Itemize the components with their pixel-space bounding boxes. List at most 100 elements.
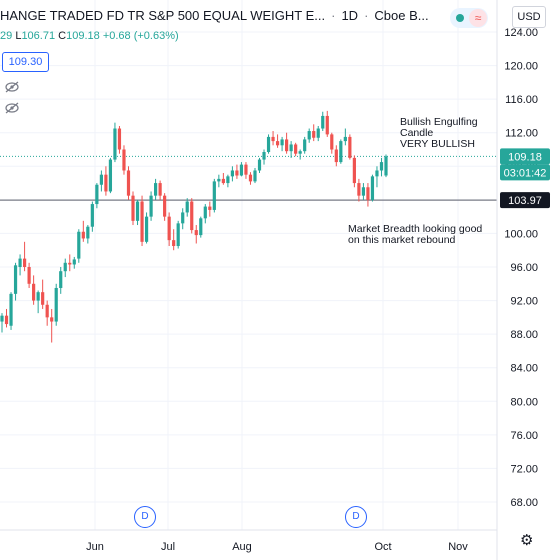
candle-body: [379, 162, 384, 171]
candle: [63, 258, 67, 278]
candle-body: [285, 139, 289, 152]
hline-label: 103.97: [508, 195, 542, 207]
candle-body: [113, 128, 117, 160]
currency-button[interactable]: USD: [512, 6, 546, 28]
candle-body: [122, 149, 126, 171]
candle-body: [41, 292, 45, 305]
candle: [59, 267, 63, 294]
candle-body: [199, 218, 203, 236]
candle-body: [163, 195, 167, 217]
y-tick-label: 100.00: [504, 228, 538, 240]
y-tick-label: 92.00: [510, 296, 538, 308]
candle-body: [212, 181, 216, 210]
y-tick-label: 96.00: [510, 262, 538, 274]
candle: [90, 201, 94, 232]
candle-body: [275, 141, 280, 146]
dividend-event-marker[interactable]: D: [134, 506, 156, 528]
candle-body: [312, 131, 316, 138]
gear-icon[interactable]: ⚙: [520, 532, 534, 549]
eye-off-icon[interactable]: [4, 80, 20, 94]
candle: [348, 134, 352, 160]
candle-body: [27, 267, 31, 284]
candle-body: [13, 265, 18, 294]
candle-body: [321, 115, 325, 129]
dividend-event-marker[interactable]: D: [345, 506, 367, 528]
candle: [167, 212, 171, 247]
candle-body: [343, 136, 347, 142]
candle-body: [262, 152, 266, 160]
change-value: +0.68 (+0.63%): [102, 30, 179, 42]
candle: [27, 262, 31, 288]
symbol-header[interactable]: HANGE TRADED FD TR S&P 500 EQUAL WEIGHT …: [0, 8, 429, 23]
candle: [131, 191, 135, 226]
annotation-market-breadth[interactable]: Market Breadth looking good on this mark…: [348, 223, 483, 246]
candle: [86, 225, 90, 244]
x-tick-label: Aug: [232, 541, 252, 553]
candle: [257, 157, 262, 173]
candle: [72, 256, 76, 269]
candles: [0, 110, 388, 343]
candle-body: [140, 201, 144, 242]
candle-body: [357, 183, 361, 196]
candle-body: [280, 139, 284, 146]
candle: [32, 275, 36, 305]
candle-body: [271, 136, 275, 142]
candle: [163, 193, 167, 221]
candle: [226, 174, 230, 188]
candle: [266, 134, 271, 154]
candle-body: [330, 134, 334, 150]
candle: [36, 290, 40, 314]
candle: [366, 183, 370, 207]
price-input[interactable]: 109.30: [2, 52, 49, 72]
candle: [54, 283, 58, 326]
candle: [262, 149, 266, 165]
wave-icon: ≈: [469, 9, 487, 27]
candle: [194, 225, 198, 244]
price-axis: 124.00120.00116.00112.00108.00104.00100.…: [504, 27, 538, 509]
candle-body: [316, 128, 320, 138]
candle-body: [86, 226, 90, 239]
y-tick-label: 68.00: [510, 497, 538, 509]
candle-body: [370, 176, 375, 200]
eye-off-icon[interactable]: [4, 101, 20, 115]
candle: [0, 313, 4, 333]
low-value: 106.71: [21, 30, 56, 42]
candle: [154, 178, 158, 200]
low-label: L: [15, 30, 22, 42]
x-tick-label: Nov: [448, 541, 468, 553]
candle: [248, 172, 253, 185]
candle: [135, 199, 140, 226]
candle-body: [131, 195, 135, 221]
exchange-label: Cboe B...: [374, 8, 429, 23]
candle: [375, 166, 379, 188]
candle-body: [4, 315, 9, 325]
candle: [357, 178, 361, 202]
candle-body: [325, 115, 329, 135]
candle-body: [90, 204, 94, 227]
interval-label[interactable]: 1D: [341, 8, 359, 23]
status-toggle[interactable]: ≈: [450, 8, 488, 28]
candle: [334, 145, 338, 167]
candle: [239, 162, 244, 177]
annotation-bullish-engulfing[interactable]: Bullish Engulfing Candle VERY BULLISH: [400, 116, 478, 150]
candle-body: [99, 174, 103, 185]
candle: [172, 229, 176, 251]
candle: [181, 208, 185, 230]
candle-body: [375, 170, 379, 177]
candle: [253, 167, 257, 184]
candle: [316, 126, 320, 142]
candle: [294, 142, 298, 157]
candle: [280, 136, 284, 152]
y-tick-label: 116.00: [505, 94, 538, 106]
candle-body: [68, 262, 72, 265]
candle: [330, 132, 334, 154]
candle-body: [126, 170, 131, 196]
horizontal-line: [0, 155, 497, 201]
candle: [185, 198, 189, 217]
candle-body: [257, 159, 262, 171]
close-label: C: [58, 30, 67, 42]
candle: [9, 292, 13, 330]
candle-body: [18, 258, 22, 267]
candle-body: [217, 178, 221, 182]
